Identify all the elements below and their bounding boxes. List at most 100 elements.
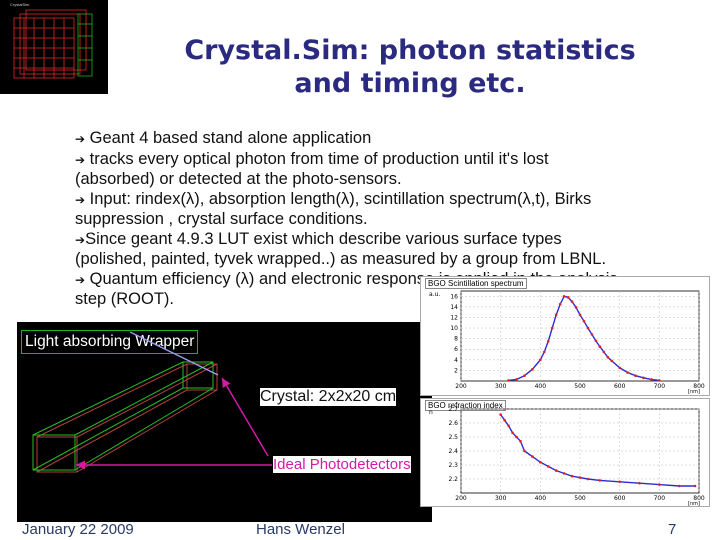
bullet-line: step (ROOT). xyxy=(75,290,175,308)
data-point xyxy=(531,368,534,371)
chart-title: BGO refraction index xyxy=(425,400,506,411)
photodetector-arrow-top xyxy=(221,377,269,457)
y-tick-label: 2.4 xyxy=(448,448,458,455)
bullet-list: ➔ Geant 4 based stand alone application … xyxy=(75,129,675,310)
data-point xyxy=(539,460,542,464)
data-point xyxy=(570,300,574,303)
data-point xyxy=(586,477,590,481)
data-point xyxy=(558,302,562,306)
crystal-array-render xyxy=(13,9,93,79)
data-point xyxy=(578,313,582,317)
y-axis-label: a.u. xyxy=(429,291,441,298)
data-point xyxy=(531,455,534,458)
series-line xyxy=(500,414,696,487)
x-tick-label: 800 xyxy=(693,383,705,390)
y-tick-label: 14 xyxy=(450,304,458,311)
data-point xyxy=(598,479,602,482)
chart-plot-area: 200 300 400 500 600 700 800[nm] 2 4 6 8 10 12 14 16 xyxy=(450,290,705,395)
x-tick-label: 800 xyxy=(693,495,705,502)
arrow-icon: ➔ xyxy=(75,232,86,247)
crystal-label: Crystal: 2x2x20 cm xyxy=(260,388,397,406)
data-point xyxy=(606,355,610,359)
x-tick-label: 400 xyxy=(535,383,547,390)
data-point xyxy=(570,474,574,478)
data-point xyxy=(546,339,550,343)
bullet-line: ➔ Geant 4 based stand alone application xyxy=(75,129,372,147)
y-tick-label: 2.5 xyxy=(448,434,458,441)
data-point xyxy=(594,339,598,343)
data-point xyxy=(574,306,578,309)
scintillation-spectrum-chart: BGO Scintillation spectrum a.u. 200 300 40… xyxy=(420,276,710,396)
data-point xyxy=(543,350,546,354)
data-point xyxy=(582,319,586,323)
y-tick-label: 6 xyxy=(454,346,458,353)
y-tick-label: 2 xyxy=(454,367,458,374)
data-point xyxy=(507,424,510,428)
y-tick-label: 2.2 xyxy=(448,476,458,483)
data-point xyxy=(693,484,697,488)
data-point xyxy=(523,449,526,453)
x-tick-label: 500 xyxy=(574,383,586,390)
title-line-1: Crystal.Sim: photon statistics xyxy=(184,35,636,66)
arrow-icon: ➔ xyxy=(75,272,86,287)
footer-author: Hans Wenzel xyxy=(256,521,345,538)
data-point xyxy=(642,376,645,380)
data-point xyxy=(523,374,526,378)
data-point xyxy=(586,326,590,330)
wrapper-label: Light absorbing Wrapper xyxy=(21,330,199,354)
crystal-figure: Light absorbing Wrapper xyxy=(17,322,432,522)
data-point xyxy=(511,431,514,435)
data-point xyxy=(507,379,510,382)
thumbnail-image: CrystalSim xyxy=(0,0,108,94)
bullet-line: ➔Since geant 4.9.3 LUT exist which descr… xyxy=(75,229,562,248)
y-axis-label: n xyxy=(429,409,433,416)
data-point xyxy=(618,366,621,370)
bullet-line: ➔ Input: rindex(λ), absorption length(λ)… xyxy=(75,189,592,208)
arrow-icon: ➔ xyxy=(75,152,86,167)
x-tick-label: 200 xyxy=(455,495,467,502)
chart-title: BGO Scintillation spectrum xyxy=(425,278,527,289)
thumbnail-label: CrystalSim xyxy=(10,2,30,7)
y-tick-label: 8 xyxy=(454,336,458,343)
data-point xyxy=(650,378,653,381)
bullet-line: (polished, painted, tyvek wrapped..) as … xyxy=(75,250,607,268)
series-line xyxy=(508,295,660,382)
x-tick-label: 600 xyxy=(614,495,626,502)
x-tick-label: 500 xyxy=(574,495,586,502)
footer-date: January 22 2009 xyxy=(22,521,134,538)
x-tick-label: 600 xyxy=(614,383,626,390)
data-point xyxy=(515,378,518,381)
x-axis-label: [nm] xyxy=(688,389,700,395)
x-tick-label: 300 xyxy=(495,495,507,502)
chart-plot-area: 200 300 400 500 600 700 800[nm] 2.2 2.3 2.4 2.5 2.6… xyxy=(448,406,705,506)
y-tick-label: 2.7 xyxy=(448,406,458,413)
arrow-icon: ➔ xyxy=(75,192,86,207)
data-point xyxy=(562,472,566,475)
y-tick-label: 4 xyxy=(454,357,458,364)
data-point xyxy=(519,439,522,443)
data-point xyxy=(515,435,518,439)
data-point xyxy=(562,294,566,298)
data-point xyxy=(610,359,614,363)
y-tick-label: 2.6 xyxy=(448,420,458,427)
data-point xyxy=(626,371,629,374)
wrapper-pointer-line xyxy=(129,331,219,376)
data-point xyxy=(598,345,602,348)
title-line-2: and timing etc. xyxy=(294,68,526,99)
x-tick-label: 200 xyxy=(455,383,467,390)
arrow-icon: ➔ xyxy=(75,132,86,146)
data-point xyxy=(499,413,502,416)
data-point xyxy=(638,481,641,485)
crystal-wireframe xyxy=(32,361,218,473)
data-point xyxy=(578,476,582,479)
bullet-line: (absorbed) or detected at the photo-sens… xyxy=(75,170,402,188)
data-point xyxy=(602,350,606,354)
data-point xyxy=(658,483,661,486)
y-tick-label: 12 xyxy=(450,314,458,321)
y-tick-label: 10 xyxy=(450,325,458,332)
data-point xyxy=(634,374,637,378)
data-point xyxy=(503,418,506,422)
bullet-line: suppression , crystal surface conditions… xyxy=(75,210,368,228)
